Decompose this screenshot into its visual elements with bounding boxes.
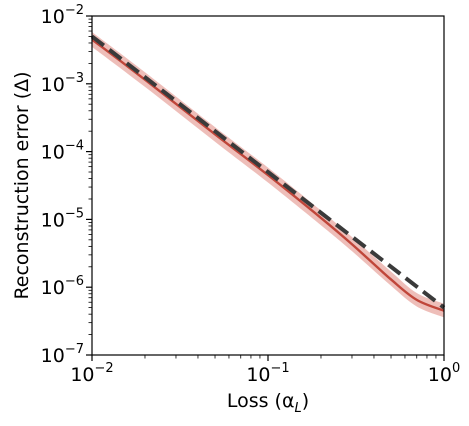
y-tick-label-exponent: −6 (65, 274, 84, 289)
x-axis-label-main: Loss (α (227, 390, 295, 412)
x-axis-label-subscript: L (294, 401, 301, 416)
x-tick-label-exponent: −1 (271, 361, 290, 376)
y-axis-label: Reconstruction error (Δ) (11, 71, 33, 299)
x-tick-label-base: 10 (428, 364, 452, 386)
x-tick-label-exponent: 0 (452, 361, 460, 376)
y-tick-label-exponent: −3 (65, 71, 84, 86)
line-layer (90, 34, 446, 312)
y-tick-label-exponent: −5 (65, 206, 84, 221)
x-tick-label: 100 (428, 361, 460, 386)
x-axis-label-close: ) (302, 390, 309, 412)
x-tick-label: 10−2 (70, 361, 113, 386)
x-tick-label-base: 10 (70, 364, 94, 386)
series-0-line (91, 38, 445, 312)
series-1-line (90, 34, 446, 310)
plot-frame (91, 15, 445, 356)
x-tick-label-exponent: −2 (95, 361, 114, 376)
y-tick-label-base: 10 (41, 345, 65, 367)
x-tick-label: 10−1 (246, 361, 289, 386)
y-tick-label-base: 10 (41, 6, 65, 28)
y-tick-label: 10−5 (41, 206, 84, 231)
y-tick-label-base: 10 (41, 142, 65, 164)
y-tick-label-exponent: −2 (65, 3, 84, 18)
y-tick-label-base: 10 (41, 209, 65, 231)
y-tick-label: 10−2 (41, 3, 84, 28)
x-tick-label-base: 10 (246, 364, 270, 386)
y-tick-label: 10−6 (41, 274, 84, 299)
x-axis-label: Loss (αL) (227, 390, 309, 416)
y-tick-label: 10−4 (41, 139, 84, 164)
y-tick-label: 10−7 (41, 342, 84, 367)
y-tick-label-exponent: −4 (65, 139, 84, 154)
y-tick-label-base: 10 (41, 74, 65, 96)
y-tick-label-exponent: −7 (65, 342, 84, 357)
y-tick-label: 10−3 (41, 71, 84, 96)
y-tick-label-base: 10 (41, 277, 65, 299)
